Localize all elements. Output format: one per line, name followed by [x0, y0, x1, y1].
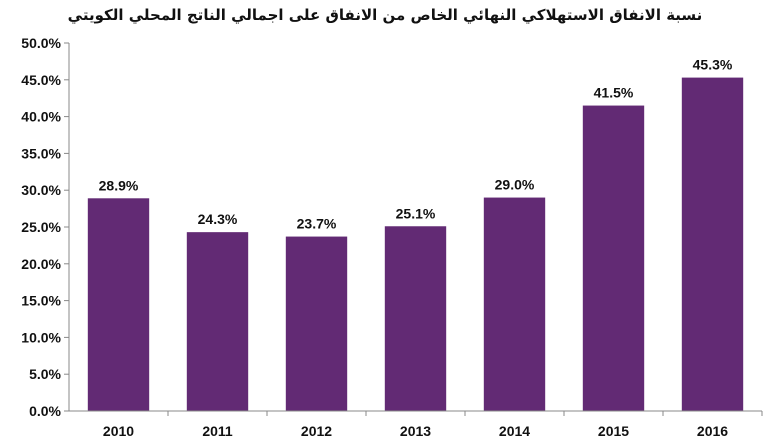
y-tick-label: 25.0%: [21, 219, 61, 235]
y-tick-label: 30.0%: [21, 182, 61, 198]
bar-value-label: 28.9%: [99, 177, 139, 193]
bar: [384, 226, 447, 411]
bar-value-label: 29.0%: [495, 177, 535, 193]
y-tick-label: 5.0%: [29, 366, 61, 382]
bar: [285, 236, 348, 411]
y-tick-label: 45.0%: [21, 72, 61, 88]
y-tick-label: 40.0%: [21, 109, 61, 125]
y-tick-label: 20.0%: [21, 256, 61, 272]
bar: [681, 77, 744, 411]
bar-value-label: 25.1%: [396, 205, 436, 221]
bar: [186, 232, 249, 411]
y-tick-label: 35.0%: [21, 145, 61, 161]
x-tick-label: 2014: [499, 423, 530, 439]
y-tick-label: 10.0%: [21, 329, 61, 345]
y-tick-label: 15.0%: [21, 293, 61, 309]
bar: [483, 197, 546, 411]
bar: [582, 105, 645, 411]
x-tick-label: 2010: [103, 423, 134, 439]
x-tick-label: 2015: [598, 423, 629, 439]
x-tick-label: 2011: [202, 423, 233, 439]
bar-value-label: 24.3%: [198, 211, 238, 227]
bar-value-label: 45.3%: [693, 57, 733, 73]
bar: [87, 198, 150, 411]
bars: [87, 77, 744, 411]
y-axis: 0.0% 5.0% 10.0% 15.0% 20.0% 25.0% 30.0% 35.0% 40…: [21, 35, 70, 419]
x-axis: 2010 2011 2012 2013 2014 2015 2016: [69, 410, 763, 439]
y-tick-label: 50.0%: [21, 35, 61, 51]
bar-value-label: 41.5%: [594, 85, 634, 101]
x-tick-label: 2013: [400, 423, 431, 439]
x-tick-label: 2012: [301, 423, 332, 439]
y-tick-label: 0.0%: [29, 403, 61, 419]
data-labels: 28.9% 24.3% 23.7% 25.1% 29.0% 41.5% 45.3%: [99, 57, 733, 232]
x-tick-label: 2016: [697, 423, 728, 439]
bar-value-label: 23.7%: [297, 216, 337, 232]
chart-title: نسبة الانفاق الاستهلاكي النهائي الخاص من…: [67, 6, 703, 24]
